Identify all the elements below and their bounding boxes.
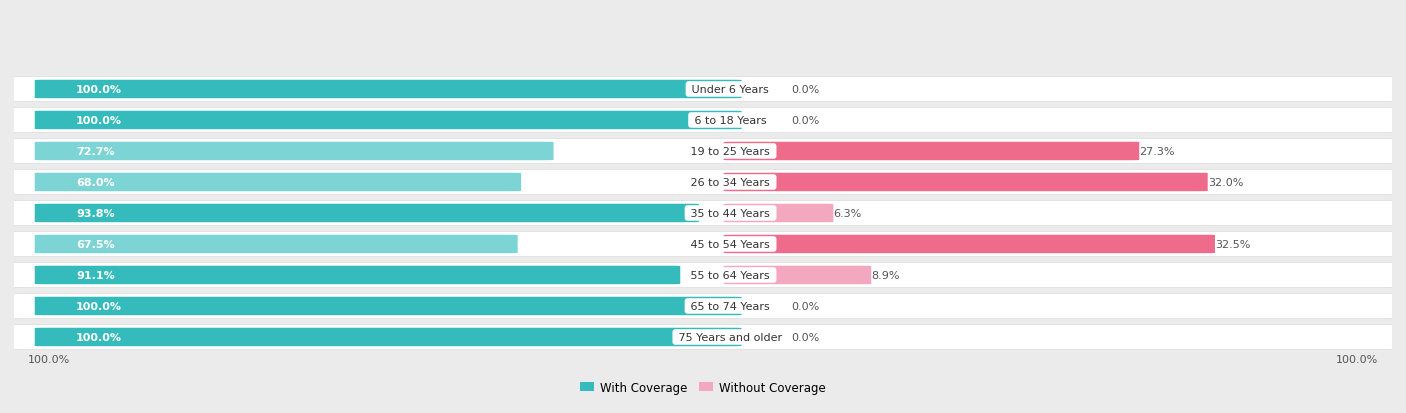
Text: 100.0%: 100.0%	[76, 301, 122, 311]
Text: 35 to 44 Years: 35 to 44 Years	[688, 209, 773, 218]
Text: 100.0%: 100.0%	[28, 354, 70, 364]
Text: 75 Years and older: 75 Years and older	[675, 332, 786, 342]
Text: 68.0%: 68.0%	[76, 178, 115, 188]
FancyBboxPatch shape	[724, 173, 1208, 192]
Text: 26 to 34 Years: 26 to 34 Years	[688, 178, 773, 188]
FancyBboxPatch shape	[35, 173, 522, 192]
FancyBboxPatch shape	[724, 266, 872, 285]
FancyBboxPatch shape	[0, 139, 1406, 164]
Text: 67.5%: 67.5%	[76, 240, 115, 249]
Text: 100.0%: 100.0%	[1336, 354, 1378, 364]
FancyBboxPatch shape	[35, 204, 699, 223]
Text: 45 to 54 Years: 45 to 54 Years	[688, 240, 773, 249]
FancyBboxPatch shape	[35, 142, 554, 161]
FancyBboxPatch shape	[35, 297, 741, 316]
FancyBboxPatch shape	[0, 77, 1406, 102]
Text: 19 to 25 Years: 19 to 25 Years	[688, 147, 773, 157]
Legend: With Coverage, Without Coverage: With Coverage, Without Coverage	[575, 376, 831, 399]
Text: 91.1%: 91.1%	[76, 271, 115, 280]
Text: 0.0%: 0.0%	[792, 301, 820, 311]
FancyBboxPatch shape	[35, 112, 741, 130]
FancyBboxPatch shape	[0, 201, 1406, 226]
FancyBboxPatch shape	[0, 108, 1406, 133]
Text: 0.0%: 0.0%	[792, 332, 820, 342]
FancyBboxPatch shape	[0, 294, 1406, 318]
Text: 6 to 18 Years: 6 to 18 Years	[690, 116, 770, 126]
Text: 6.3%: 6.3%	[834, 209, 862, 218]
Text: 0.0%: 0.0%	[792, 85, 820, 95]
FancyBboxPatch shape	[0, 325, 1406, 349]
Text: 65 to 74 Years: 65 to 74 Years	[688, 301, 773, 311]
Text: 32.5%: 32.5%	[1215, 240, 1250, 249]
Text: 100.0%: 100.0%	[76, 85, 122, 95]
Text: 32.0%: 32.0%	[1208, 178, 1243, 188]
Text: 100.0%: 100.0%	[76, 332, 122, 342]
FancyBboxPatch shape	[0, 232, 1406, 257]
Text: 8.9%: 8.9%	[872, 271, 900, 280]
Text: 27.3%: 27.3%	[1139, 147, 1175, 157]
Text: 0.0%: 0.0%	[792, 116, 820, 126]
FancyBboxPatch shape	[35, 266, 681, 285]
Text: 72.7%: 72.7%	[76, 147, 115, 157]
Text: 100.0%: 100.0%	[76, 116, 122, 126]
Text: 93.8%: 93.8%	[76, 209, 115, 218]
FancyBboxPatch shape	[724, 142, 1139, 161]
FancyBboxPatch shape	[724, 204, 834, 223]
FancyBboxPatch shape	[35, 328, 741, 347]
FancyBboxPatch shape	[724, 235, 1215, 254]
FancyBboxPatch shape	[35, 235, 517, 254]
Text: Under 6 Years: Under 6 Years	[689, 85, 773, 95]
FancyBboxPatch shape	[0, 263, 1406, 288]
FancyBboxPatch shape	[35, 81, 741, 99]
FancyBboxPatch shape	[0, 170, 1406, 195]
Text: 55 to 64 Years: 55 to 64 Years	[688, 271, 773, 280]
